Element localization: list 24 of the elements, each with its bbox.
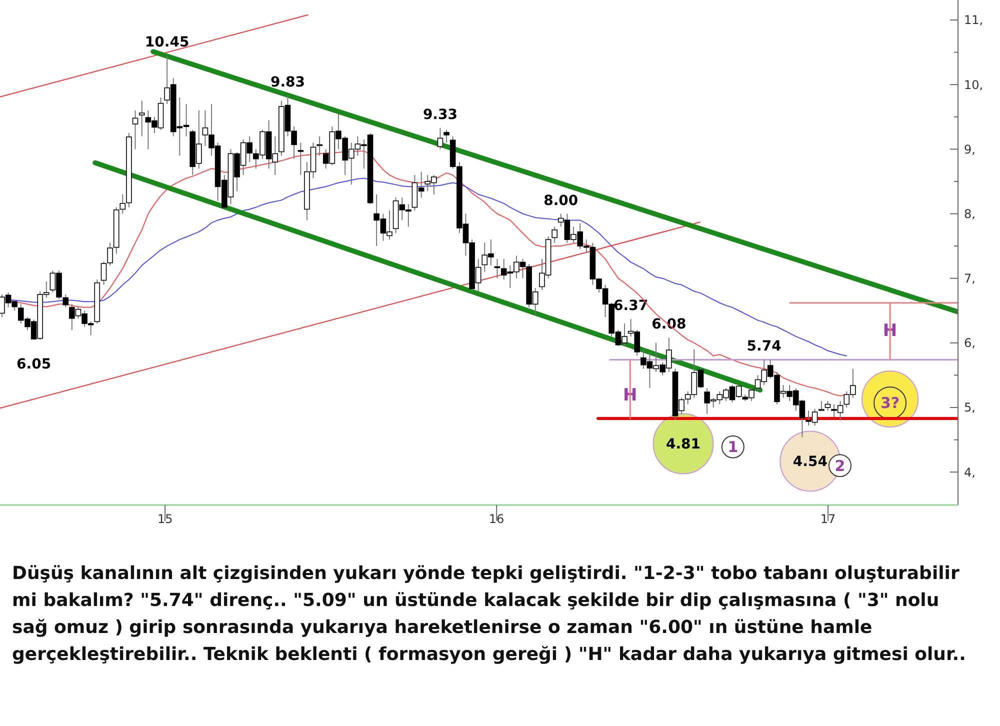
y-tick-label: 7,	[964, 272, 976, 286]
y-tick-label: 10,	[964, 78, 984, 92]
annotation: 1	[728, 438, 738, 456]
annotation: 6.37	[614, 298, 648, 314]
annotation: 3?	[880, 394, 900, 412]
y-tick-label: 6,	[964, 336, 976, 350]
annotation: 9.83	[270, 74, 306, 91]
y-tick-label: 4,	[964, 465, 976, 480]
annotation: 9.33	[422, 106, 458, 123]
text: Düşüş kanalının alt çizgisinden yukarı yönde tepki geliştirdi. "1-2-3" tobo tabanı oluşturabilir mi bakalım? "5.74" direnç.. "5.09" un üstünde kalacak şekilde bir dip çalışmasına ( "3" nolu sağ omuz ) girip sonrasında yukarıya hareketlenirse o zaman "6.00" ın üstüne hamle gerçekleştirebilir.. Teknik beklenti ( formasyon gereği ) "H" kadar daha yukarıya gitmesi olur..	[12, 562, 967, 667]
x-tick-label: 16	[488, 512, 504, 526]
x-tick-label: 17	[820, 512, 836, 526]
y-tick-label: 11,	[964, 13, 984, 28]
annotation: 6.05	[16, 356, 52, 373]
annotation: 8.00	[544, 192, 578, 209]
y-tick-label: 5,	[964, 400, 976, 415]
annotation: 5.74	[746, 338, 782, 355]
y-tick-label: 9,	[964, 142, 976, 156]
annotation: 4.81	[666, 436, 701, 453]
y-tick-label: 8,	[964, 206, 976, 221]
annotation: 2	[834, 456, 846, 475]
annotation: 10.45	[144, 34, 190, 51]
annotation: 4.54	[792, 454, 828, 470]
x-tick-label: 15	[157, 512, 173, 526]
